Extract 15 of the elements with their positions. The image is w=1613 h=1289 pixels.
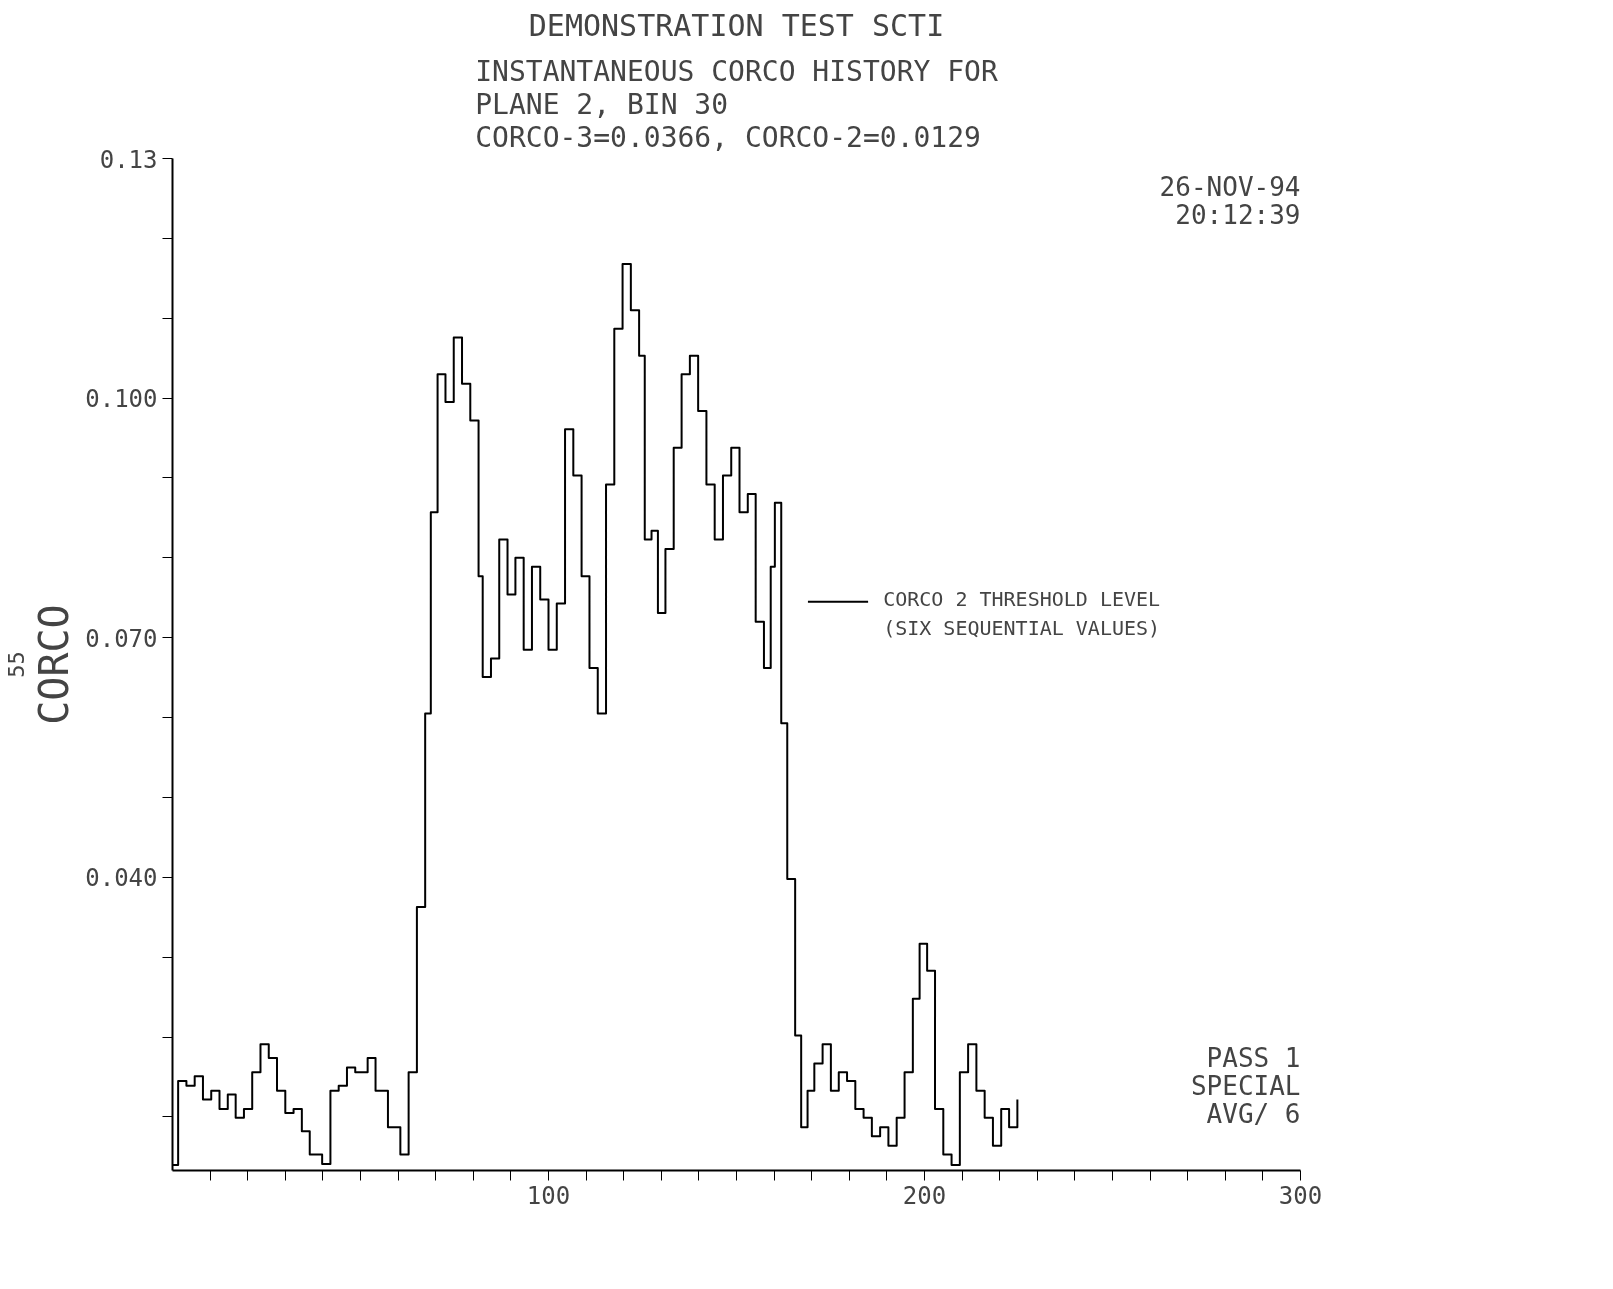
- annotation: CORCO 2 THRESHOLD LEVEL (SIX SEQUENTIAL VALUES): [883, 586, 1161, 640]
- x-tick-label: 200: [902, 1181, 947, 1210]
- annotation: 26-NOV-94: [1159, 172, 1301, 203]
- x-tick-label: 100: [526, 1181, 571, 1210]
- chart-title: DEMONSTRATION TEST SCTI: [528, 7, 945, 43]
- x-tick-label: 300: [1278, 1181, 1323, 1210]
- annotation: PASS 1: [1206, 1043, 1301, 1074]
- y-tick-label: 0.100: [85, 385, 158, 414]
- y-tick-label: 0.070: [85, 624, 158, 653]
- y-axis-title: CORCO: [31, 604, 78, 725]
- annotation: 20:12:39: [1175, 200, 1301, 231]
- chart-subtitle: INSTANTANEOUS CORCO HISTORY FOR PLANE 2, BIN 30 CORCO-3=0.0366, CORCO-2=0.0129: [475, 54, 998, 154]
- y-tick-label: 0.13: [99, 145, 158, 174]
- text: 55: [3, 651, 29, 678]
- y-tick-label: 0.040: [85, 864, 158, 893]
